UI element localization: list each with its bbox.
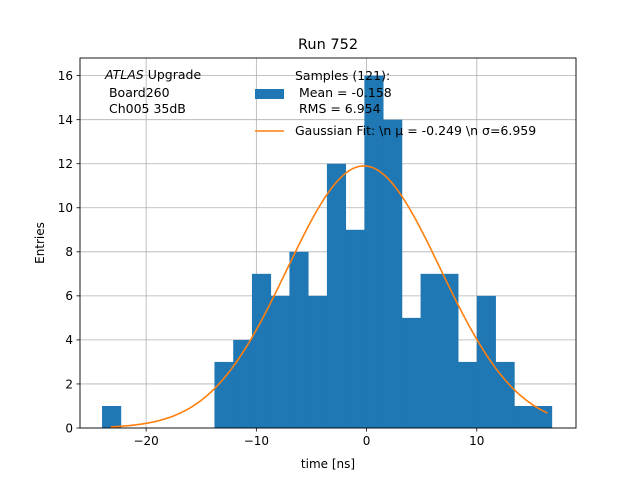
x-tick-label: −20 [133,434,158,448]
histogram-bar [233,339,253,428]
histogram-bar [383,119,403,429]
x-axis-label: time [ns] [301,457,355,471]
y-tick-label: 8 [65,245,73,259]
histogram-bar [289,251,309,428]
annotation-line-1: ATLAS Upgrade [104,67,201,82]
y-tick-label: 12 [58,157,73,171]
histogram-bar [251,273,272,428]
y-tick-label: 16 [58,69,73,83]
histogram-bar [364,75,384,428]
histogram-bar [495,361,515,428]
legend-mean-label: Mean = -0.158 [295,85,392,100]
legend-rms-label: RMS = 6.954 [295,101,381,116]
histogram-bar [458,361,478,428]
legend-fit-label: Gaussian Fit: \n μ = -0.249 \n σ=6.959 [295,123,536,138]
histogram-bar [102,405,122,428]
y-tick-label: 4 [65,333,73,347]
histogram-bar [514,405,534,428]
annotation-board: Board260 [105,85,170,100]
histogram-bar [420,273,440,428]
x-tick-label: 0 [363,434,371,448]
y-axis-ticks: 0 2 4 6 8 10 12 14 16 [58,69,80,435]
plot-frame [79,57,577,429]
annotation-channel: Ch005 35dB [105,101,186,116]
x-tick-label: 10 [469,434,484,448]
y-tick-label: 6 [65,289,73,303]
histogram-bar [326,163,347,428]
histogram-bar [345,229,365,428]
gaussian-fit-curve [110,165,548,428]
legend-samples-label: Samples (121): [295,68,390,83]
histogram-bar [533,405,553,428]
y-axis-label: Entries [33,222,47,264]
atlas-annotation: ATLAS Upgrade Board260 Ch005 35dB [104,67,201,116]
histogram-bar [214,361,234,428]
x-axis-ticks: −20 −10 0 10 [133,428,484,448]
y-tick-label: 2 [65,377,73,391]
y-tick-label: 0 [65,421,73,435]
upgrade-label: Upgrade [144,67,202,82]
histogram-bar [439,273,459,428]
y-tick-label: 14 [58,113,73,127]
histogram-bar [308,295,328,428]
atlas-label: ATLAS [104,67,144,82]
legend: Samples (121): Mean = -0.158 RMS = 6.954… [255,68,536,138]
histogram-bar [476,295,496,428]
y-tick-label: 10 [58,201,73,215]
x-tick-label: −10 [244,434,269,448]
legend-histogram-swatch [255,89,284,99]
histogram-bar [401,317,421,428]
histogram-bar [270,295,290,428]
chart-title: Run 752 [298,37,358,53]
